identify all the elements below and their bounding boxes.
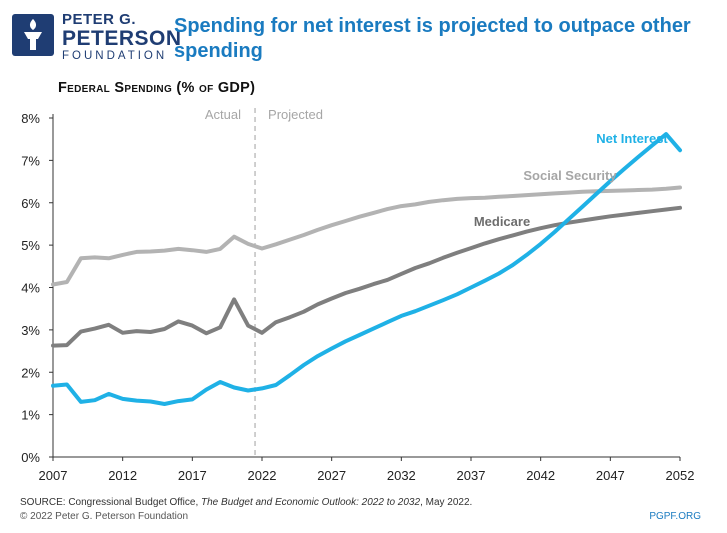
logo-line-1: PETER G. <box>62 11 137 28</box>
chart-subtitle: Federal Spending (% of GDP) <box>58 80 256 96</box>
net-interest-line <box>51 132 682 406</box>
logo: PETER G. PETERSON FOUNDATION <box>12 12 181 64</box>
site-link[interactable]: PGPF.ORG <box>649 511 701 522</box>
torch-logo-icon <box>12 14 54 56</box>
x-tick-label: 2012 <box>108 468 137 483</box>
x-tick-label: 2047 <box>596 468 625 483</box>
medicare-series-label: Medicare <box>474 214 530 229</box>
source-prefix: SOURCE: Congressional Budget Office, <box>20 497 202 508</box>
social-security-series-label: Social Security <box>523 168 617 183</box>
y-tick-label: 4% <box>21 281 40 296</box>
net-interest-series-label: Net Interest <box>596 131 668 146</box>
logo-line-3: FOUNDATION <box>62 50 168 62</box>
source-suffix: , May 2022. <box>420 497 473 508</box>
medicare-line <box>51 205 682 348</box>
x-tick-label: 2017 <box>178 468 207 483</box>
y-tick-label: 5% <box>21 238 40 253</box>
y-tick-label: 2% <box>21 365 40 380</box>
chart-title: Spending for net interest is projected t… <box>174 15 691 62</box>
copyright-note: © 2022 Peter G. Peterson Foundation <box>20 511 189 522</box>
y-tick-label: 7% <box>21 153 40 168</box>
logo-line-2: PETERSON <box>62 27 182 50</box>
x-tick-label: 2007 <box>39 468 68 483</box>
source-note: SOURCE: Congressional Budget Office, The… <box>20 497 472 508</box>
x-tick-label: 2027 <box>317 468 346 483</box>
x-tick-label: 2052 <box>666 468 695 483</box>
source-title: The Budget and Economic Outlook: 2022 to… <box>201 497 421 508</box>
y-tick-label: 3% <box>21 323 40 338</box>
line-chart: 0% 1% 2% 3% 4% 5% 6% 7% 8% 2007 2012 2017 2022 2027 20… <box>21 107 695 483</box>
projected-period-label: Projected <box>268 107 323 122</box>
y-tick-label: 0% <box>21 450 40 465</box>
x-tick-label: 2032 <box>387 468 416 483</box>
x-tick-label: 2022 <box>248 468 277 483</box>
social-security-line <box>51 185 682 287</box>
x-tick-label: 2037 <box>457 468 486 483</box>
y-tick-label: 1% <box>21 408 40 423</box>
actual-period-label: Actual <box>205 107 241 122</box>
x-tick-label: 2042 <box>526 468 555 483</box>
y-tick-label: 8% <box>21 111 40 126</box>
y-tick-label: 6% <box>21 196 40 211</box>
